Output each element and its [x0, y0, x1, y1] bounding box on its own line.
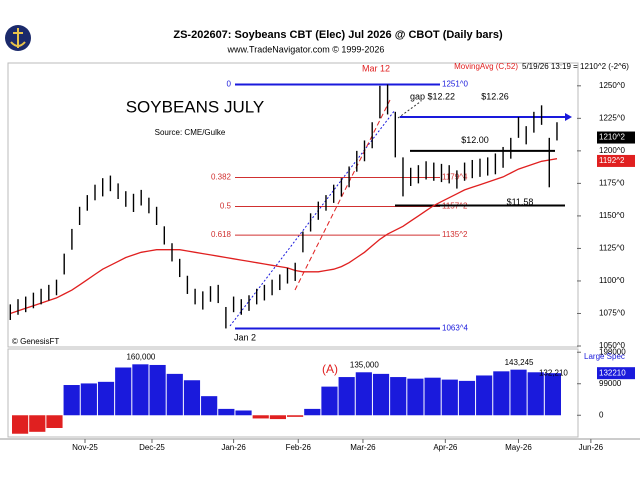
- spec-bar: [476, 375, 493, 416]
- spec-bar: [218, 408, 235, 416]
- y-tick-label: 1125^0: [599, 244, 625, 253]
- spec-bar: [390, 377, 407, 416]
- x-tick-label: Jun-26: [579, 443, 604, 452]
- spec-value-label: 143,245: [505, 358, 534, 367]
- fib-value: 1251^0: [442, 80, 469, 89]
- trend-label: $11.58: [507, 197, 534, 207]
- spec-bar: [166, 373, 183, 416]
- spec-bar: [338, 377, 355, 416]
- price-badge-label: 1192^2: [599, 156, 625, 165]
- spec-bar: [287, 415, 304, 417]
- spec-bar: [321, 386, 338, 416]
- spec-bar: [235, 410, 252, 416]
- spec-legend: Large Spec: [584, 352, 625, 361]
- spec-badge-label: 132210: [599, 368, 626, 377]
- y2-tick-label: 198000: [599, 347, 626, 356]
- y-tick-label: 1225^0: [599, 113, 626, 122]
- x-tick-label: Jan-26: [221, 443, 246, 452]
- y-tick-label: 1075^0: [599, 309, 626, 318]
- gap-pointer: [397, 101, 421, 119]
- fib-ratio: 0.5: [220, 202, 232, 211]
- spec-bar: [424, 377, 441, 416]
- support-value: 1063^4: [442, 324, 469, 333]
- y-tick-label: 1250^0: [599, 81, 626, 90]
- spec-bar: [544, 373, 561, 416]
- y2-tick-label: 0: [599, 410, 604, 419]
- fib-value: 1179^4: [442, 173, 468, 182]
- spec-panel: [7, 348, 579, 438]
- trend-label: $12.26: [481, 91, 509, 101]
- spec-bar: [493, 371, 510, 416]
- spec-bar: [46, 415, 63, 428]
- spec-bar: [441, 379, 458, 416]
- subtitle: www.TradeNavigator.com © 1999-2026: [227, 44, 385, 54]
- y2-tick-label: 99000: [599, 379, 622, 388]
- spec-bar: [269, 415, 286, 420]
- price-badge-label: 1210^2: [599, 133, 626, 142]
- spec-bar: [527, 372, 544, 416]
- low-date: Jan 2: [234, 332, 256, 342]
- y-tick-label: 1150^0: [599, 211, 625, 220]
- spec-value-label: 132,210: [539, 368, 568, 377]
- spec-bar: [183, 380, 201, 416]
- ma-legend: MovingAvg (C,52): [454, 62, 518, 71]
- x-tick-label: Feb-26: [286, 443, 312, 452]
- spec-bar: [132, 364, 149, 416]
- moving-average: [10, 158, 558, 315]
- y-tick-label: 1175^0: [599, 178, 625, 187]
- fib-ratio: 0.618: [211, 230, 232, 239]
- spec-bar: [252, 415, 269, 419]
- spec-bar: [355, 372, 372, 416]
- x-tick-label: Mar-26: [350, 443, 376, 452]
- fib-ratio: 0: [227, 80, 232, 89]
- chart-label: SOYBEANS JULY: [126, 97, 265, 116]
- trend-label: $12.00: [461, 135, 489, 145]
- x-tick-label: May-26: [505, 443, 532, 452]
- event-label: (A): [322, 362, 338, 376]
- price-badge: [597, 154, 635, 167]
- fib-value: 1135^2: [442, 230, 468, 239]
- spec-bar: [12, 415, 29, 434]
- trend-line: [229, 109, 396, 327]
- spec-value-label: 135,000: [350, 360, 379, 369]
- x-tick-label: Dec-25: [139, 443, 165, 452]
- y-tick-label: 1100^0: [599, 276, 625, 285]
- source: Source: CME/Gulke: [155, 128, 226, 137]
- chart-title: ZS-202607: Soybeans CBT (Elec) Jul 2026 …: [173, 29, 503, 41]
- spec-bar: [407, 378, 424, 416]
- price-panel: [7, 62, 579, 348]
- spec-bar: [63, 385, 80, 416]
- spec-bar: [149, 364, 166, 416]
- spec-value-label: 160,000: [126, 352, 155, 361]
- price-badge: [597, 131, 635, 144]
- gap-label: gap $12.22: [410, 91, 455, 101]
- x-tick-label: Nov-25: [72, 443, 98, 452]
- spec-bar: [80, 383, 97, 416]
- spec-badge: [597, 367, 635, 380]
- spec-bar: [372, 373, 390, 416]
- fib-ratio: 0.382: [211, 173, 232, 182]
- high-date: Mar 12: [362, 63, 390, 73]
- spec-bar: [29, 415, 46, 432]
- arrow-head: [565, 113, 572, 122]
- y-tick-label: 1050^0: [599, 341, 626, 350]
- spec-bar: [458, 380, 476, 416]
- spec-bar: [201, 396, 218, 416]
- spec-bar: [304, 408, 321, 416]
- x-tick-label: Apr-26: [433, 443, 458, 452]
- logo: [5, 25, 31, 51]
- y-tick-label: 1200^0: [599, 146, 626, 155]
- copyright: © GenesisFT: [12, 337, 59, 346]
- trend-line: [294, 99, 391, 291]
- status: 5/19/26 13:19 = 1210^2 (-2^6): [522, 62, 629, 71]
- spec-bar: [97, 381, 115, 416]
- spec-bar: [510, 369, 527, 416]
- spec-bar: [115, 367, 132, 416]
